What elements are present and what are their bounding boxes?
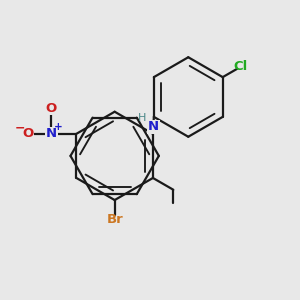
Text: N: N — [46, 127, 57, 140]
Text: Cl: Cl — [233, 60, 248, 73]
Text: N: N — [148, 120, 159, 133]
Text: +: + — [53, 122, 62, 132]
Text: Br: Br — [106, 213, 123, 226]
Text: O: O — [22, 127, 34, 140]
Text: O: O — [46, 102, 57, 115]
Text: H: H — [138, 113, 146, 124]
Text: −: − — [14, 122, 25, 134]
